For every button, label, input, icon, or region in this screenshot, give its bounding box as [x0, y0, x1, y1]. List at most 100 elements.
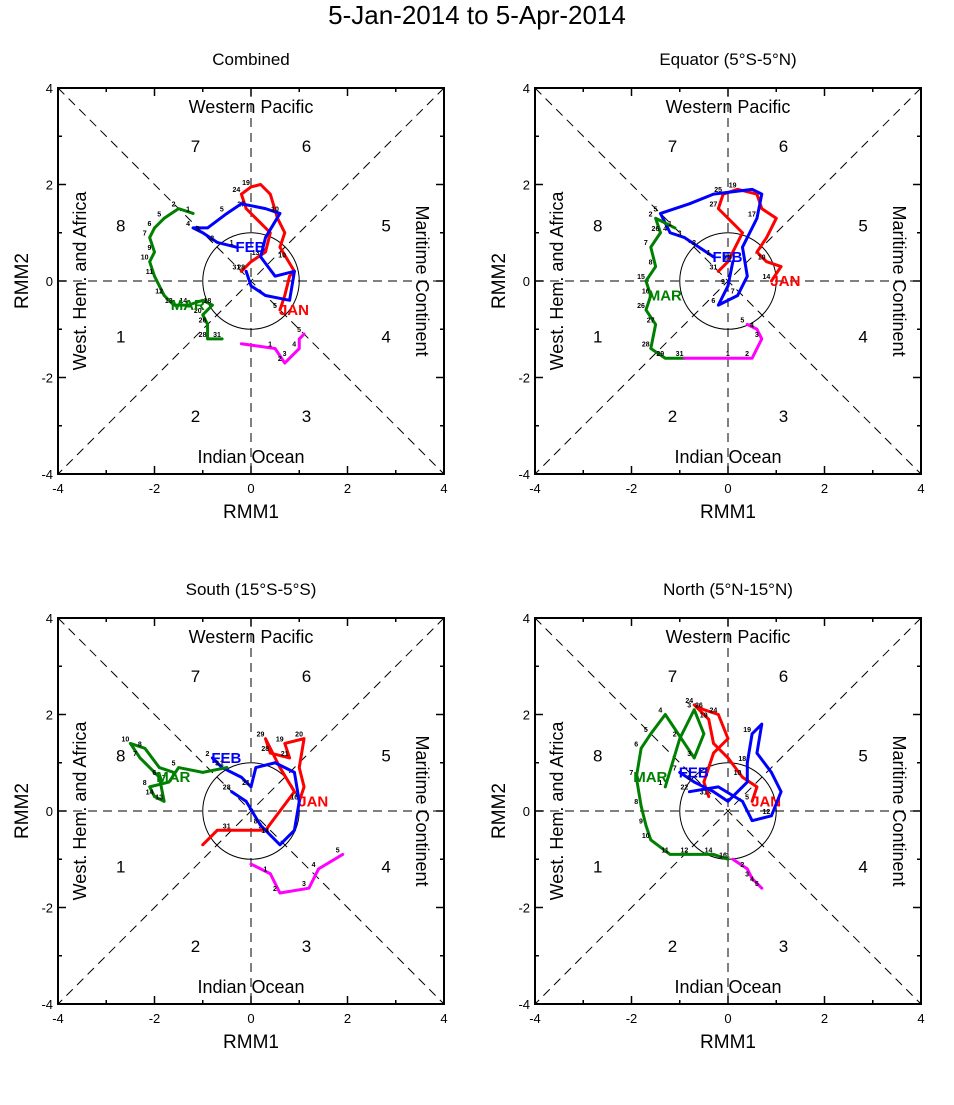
y-tick-label: -4	[518, 467, 530, 482]
day-label: 10	[271, 206, 279, 213]
day-label: 20	[295, 732, 303, 739]
trajectory-point	[269, 833, 272, 837]
trajectory-point	[731, 356, 735, 360]
trajectory-point	[755, 327, 759, 331]
day-label: 4	[186, 221, 190, 228]
trajectory-point	[158, 775, 161, 779]
y-tick-label: -4	[41, 467, 53, 482]
day-label: 24	[709, 708, 717, 715]
trajectory-point	[278, 245, 282, 249]
day-label: 10	[278, 252, 286, 259]
region-label-right: Maritime Continent	[889, 735, 909, 886]
day-label: 8	[138, 741, 142, 748]
day-label: 19	[729, 182, 737, 189]
trajectory-point	[702, 780, 706, 784]
phase-number: 1	[116, 327, 125, 346]
trajectory-point	[726, 284, 730, 288]
day-label: 20	[194, 308, 202, 315]
day-label: 16	[290, 794, 298, 801]
trajectory-point	[712, 192, 715, 196]
day-label: 31	[232, 264, 240, 271]
trajectory-point	[249, 260, 253, 263]
day-label: 14	[146, 790, 154, 797]
day-label: 2	[673, 732, 677, 739]
day-label: 4	[663, 226, 667, 233]
panel-title: Equator (5°S-5°N)	[659, 50, 796, 69]
trajectory-point	[254, 766, 258, 769]
trajectory-point	[293, 270, 296, 273]
trajectory-point	[659, 212, 662, 215]
trajectory-point	[162, 294, 166, 297]
trajectory-point	[259, 255, 262, 259]
trajectory-point	[760, 337, 764, 341]
day-label: 6	[152, 770, 156, 777]
trajectory-feb	[658, 187, 764, 307]
day-label: 3	[302, 881, 306, 888]
trajectory-point	[317, 867, 320, 871]
phase-diagram-svg: North (5°N-15°N)-4 -2 0 2 4-4-2024RMM1RMM2We…	[489, 580, 925, 1053]
trajectory-point	[644, 824, 648, 827]
trajectory-point	[201, 299, 205, 302]
trajectory-point	[264, 236, 267, 239]
y-tick-label: 0	[523, 804, 530, 819]
day-label: 12	[155, 288, 163, 295]
day-label: 7	[143, 231, 147, 238]
day-label: 19	[743, 727, 751, 734]
day-label: 10	[121, 736, 129, 743]
region-label-left: West. Hem. and Africa	[70, 721, 90, 901]
panel-title: South (15°S-5°S)	[186, 580, 317, 599]
unit-circle	[679, 232, 777, 330]
trajectory-point	[153, 250, 156, 254]
region-label-top: Western Pacific	[189, 627, 314, 647]
phase-number: 6	[302, 137, 311, 156]
day-label: 10	[758, 255, 766, 262]
trajectory-point	[731, 857, 735, 861]
day-label: 5	[653, 206, 657, 213]
unit-circle	[202, 762, 300, 860]
day-label: 13	[165, 298, 173, 305]
phase-number: 2	[668, 937, 677, 956]
trajectory-point	[172, 771, 176, 774]
trajectory-point	[649, 245, 653, 249]
day-label: 3	[283, 351, 287, 358]
trajectory-point	[249, 284, 253, 288]
x-tick-label: 4	[917, 481, 924, 496]
trajectory-point	[158, 766, 161, 769]
day-label: 3	[687, 703, 691, 710]
month-label-feb: FEB	[211, 750, 241, 767]
month-label-mar: MAR	[648, 287, 682, 304]
y-axis-label: RMM2	[489, 253, 510, 309]
month-label-mar: MAR	[633, 769, 667, 786]
trajectory-point	[712, 255, 715, 259]
panel-south: South (15°S-5°S) -4 -2 0 2 4 -4 -2 0 2 4 RMM1 RMM2 We…	[0, 575, 477, 1105]
y-tick-label: -2	[518, 371, 530, 386]
trajectory-point	[273, 347, 277, 350]
y-tick-label: 2	[46, 708, 53, 723]
trajectory-point	[201, 231, 205, 235]
day-label: 11	[146, 269, 154, 276]
trajectory-point	[750, 800, 754, 803]
y-tick-label: 2	[46, 178, 53, 193]
trajectory-point	[167, 780, 171, 784]
panel-north: North (5°N-15°N) -4 -2 0 2 4 -4 -2 0 2 4 RMM1 RMM2 We…	[477, 575, 954, 1105]
trajectory-point	[273, 761, 277, 765]
phase-number: 6	[302, 667, 311, 686]
trajectory-point	[673, 226, 677, 230]
day-label: 18	[204, 298, 212, 305]
trajectory-apr	[249, 852, 345, 895]
trajectory-point	[283, 361, 287, 365]
trajectory-point	[726, 260, 730, 263]
x-tick-label: -4	[529, 481, 541, 496]
day-label: 5	[336, 847, 340, 854]
day-label: 31	[700, 790, 708, 797]
panel-combined: Combined -4 -2 0 2 4 -4 -2 0 2 4 RMM1 RMM2 Western Pa…	[0, 45, 477, 575]
trajectory-point	[341, 853, 344, 856]
trajectory-point	[692, 703, 696, 707]
day-label: 2	[273, 886, 277, 893]
phase-number: 5	[858, 747, 867, 766]
trajectory-point	[283, 742, 287, 745]
day-label: 7	[162, 775, 166, 782]
region-label-right: Maritime Continent	[412, 205, 432, 356]
x-tick-label: 0	[724, 1011, 731, 1026]
day-label: 7	[629, 770, 633, 777]
